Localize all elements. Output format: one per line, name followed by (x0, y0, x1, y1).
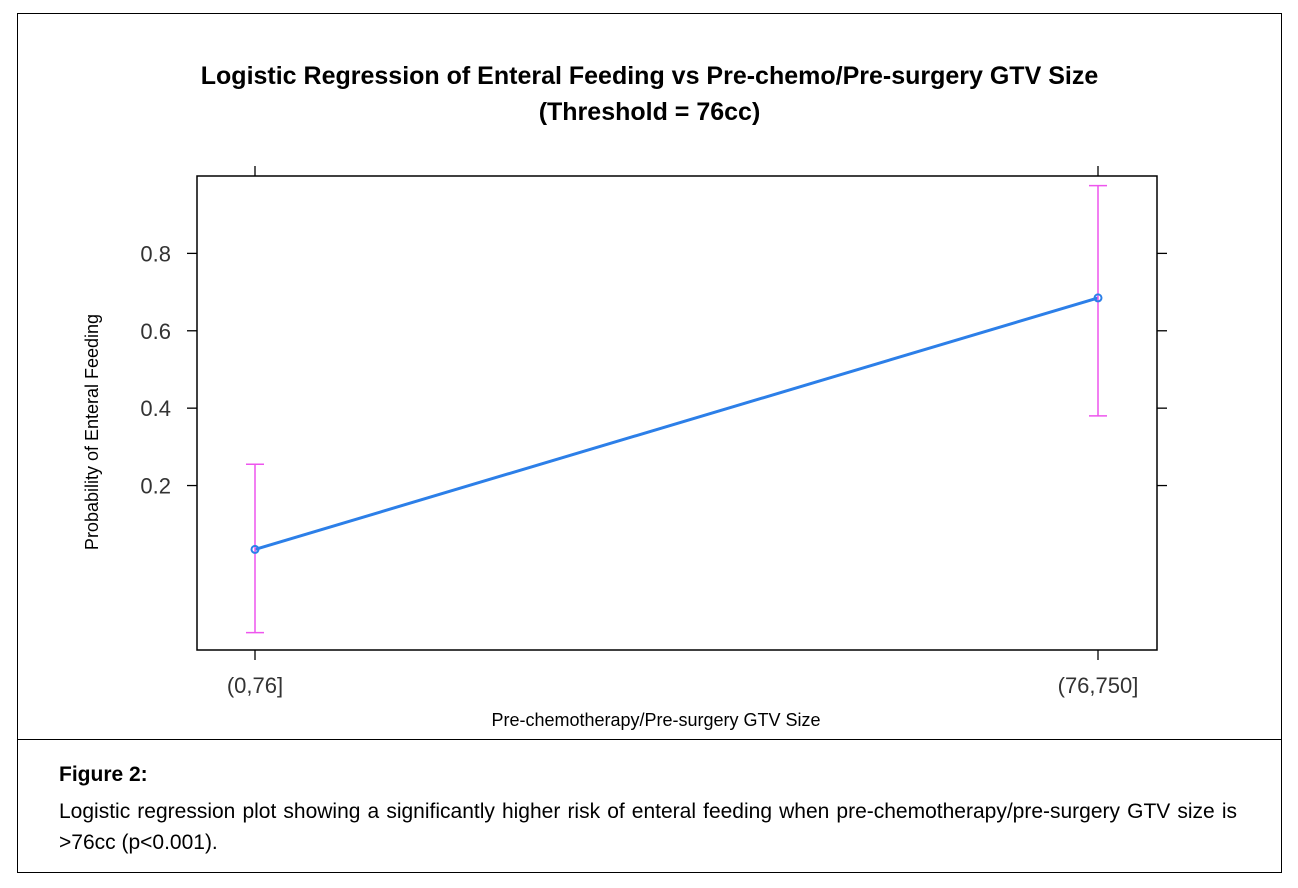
caption-heading: Figure 2: (59, 763, 148, 786)
y-tick-label: 0.2 (140, 474, 171, 499)
caption-divider (17, 739, 1282, 740)
x-axis: (0,76] (76,750] (227, 166, 1139, 698)
x-tick-label: (76,750] (1058, 673, 1139, 698)
data-point (250, 544, 260, 554)
caption-text: Logistic regression plot showing a signi… (59, 800, 1237, 854)
figure-frame (17, 13, 1282, 873)
chart-subtitle: (Threshold = 76cc) (538, 98, 761, 126)
y-axis: 0.2 0.4 0.6 0.8 (140, 241, 1167, 499)
y-tick-label: 0.6 (140, 319, 171, 344)
plot-marks (246, 184, 1107, 634)
plot-area-border (196, 175, 1158, 651)
y-tick-label: 0.4 (140, 396, 171, 421)
chart-title: Logistic Regression of Enteral Feeding v… (200, 62, 1099, 90)
x-axis-label: Pre-chemotherapy/Pre-surgery GTV Size (491, 710, 820, 730)
series-line (254, 296, 1099, 551)
y-axis-label: Probability of Enteral Feeding (82, 314, 102, 550)
data-point (1093, 293, 1103, 303)
y-tick-label: 0.8 (140, 241, 171, 266)
x-tick-label: (0,76] (227, 673, 283, 698)
chart-title-block: Logistic Regression of Enteral Feeding v… (17, 58, 1282, 130)
